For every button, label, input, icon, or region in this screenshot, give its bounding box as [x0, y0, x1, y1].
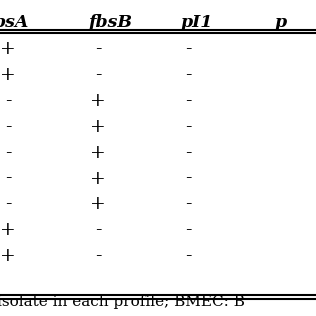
Text: -: - [185, 118, 191, 136]
Text: -: - [185, 170, 191, 187]
Text: -: - [95, 247, 101, 265]
Text: -: - [185, 196, 191, 213]
Text: -: - [5, 92, 11, 110]
Text: fbsB: fbsB [88, 14, 132, 31]
Text: -: - [185, 40, 191, 58]
Text: -: - [95, 66, 101, 84]
Text: +: + [90, 92, 106, 110]
Text: -: - [185, 66, 191, 84]
Text: -: - [95, 222, 101, 239]
Text: +: + [0, 247, 16, 265]
Text: -: - [5, 144, 11, 161]
Text: p: p [275, 14, 287, 31]
Text: +: + [90, 196, 106, 213]
Text: bsA: bsA [0, 14, 29, 31]
Text: isolate in each profile; BMEC: B: isolate in each profile; BMEC: B [0, 295, 245, 309]
Text: -: - [185, 92, 191, 110]
Text: +: + [0, 66, 16, 84]
Text: +: + [90, 144, 106, 161]
Text: -: - [185, 222, 191, 239]
Text: -: - [185, 144, 191, 161]
Text: -: - [5, 196, 11, 213]
Text: pI1: pI1 [180, 14, 212, 31]
Text: +: + [0, 40, 16, 58]
Text: -: - [5, 118, 11, 136]
Text: +: + [0, 222, 16, 239]
Text: +: + [90, 118, 106, 136]
Text: +: + [90, 170, 106, 187]
Text: -: - [5, 170, 11, 187]
Text: -: - [95, 40, 101, 58]
Text: -: - [185, 247, 191, 265]
